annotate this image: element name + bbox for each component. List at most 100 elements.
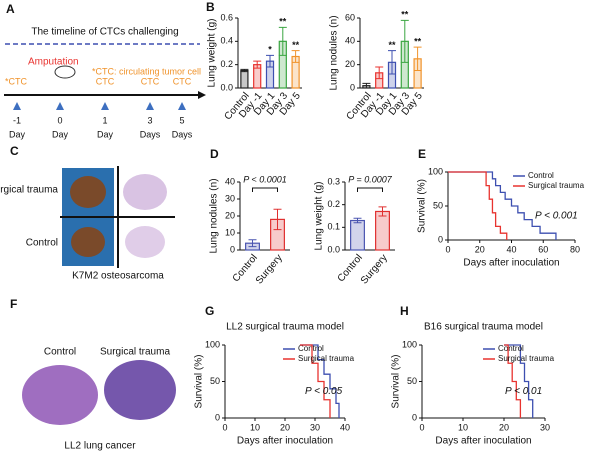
x-axis-label: Days after inoculation <box>435 436 531 447</box>
legend-label: Control <box>298 344 324 353</box>
y-tick-label: 50 <box>210 376 220 386</box>
y-axis-label: Lung weight (g) <box>314 182 325 251</box>
p-value: P < 0.001 <box>535 211 578 222</box>
y-tick-label: 0.2 <box>220 59 233 69</box>
y-axis-label: Lung nodules (n) <box>209 178 220 253</box>
day-marker <box>13 102 21 110</box>
day-marker <box>178 102 186 110</box>
y-tick-label: 30 <box>225 193 235 203</box>
y-tick-label: 0 <box>230 244 235 254</box>
day-unit: Day <box>9 129 26 139</box>
panel-letter: F <box>10 297 17 311</box>
caption: LL2 lung cancer <box>64 441 136 452</box>
p-value: P = 0.0007 <box>348 174 392 184</box>
y-axis-label: Survival (%) <box>417 179 428 233</box>
histology <box>125 226 165 258</box>
x-axis-label: Days after inoculation <box>237 436 333 447</box>
error-bar <box>253 60 262 69</box>
error-bar <box>273 208 282 231</box>
legend-label: Surgical trauma <box>298 354 355 363</box>
error-bar <box>240 68 249 73</box>
ctc-label: *CTC <box>5 76 27 86</box>
ctc-label: CTC <box>96 76 115 86</box>
ctc-label: CTC <box>173 76 192 86</box>
significance: ** <box>401 10 409 20</box>
panel-letter: A <box>6 2 15 16</box>
x-tick-label: Surgery <box>359 253 390 287</box>
bracket <box>252 187 278 192</box>
day-unit: Day <box>97 129 114 139</box>
mouse-icon <box>54 65 76 79</box>
x-tick-label: 10 <box>250 422 260 432</box>
p-value: P < 0.05 <box>305 386 343 397</box>
y-axis-label: Survival (%) <box>194 355 205 409</box>
error-bar <box>291 50 300 63</box>
y-tick-label: 50 <box>407 376 417 386</box>
y-tick-label: 20 <box>225 210 235 220</box>
y-tick-label: 100 <box>402 339 417 349</box>
histology <box>22 365 98 425</box>
day-marker <box>101 102 109 110</box>
y-tick-label: 0.4 <box>220 36 233 46</box>
day-marker <box>56 102 64 110</box>
day-number: 1 <box>102 115 107 125</box>
significance: ** <box>292 40 300 50</box>
col-label: Control <box>44 347 76 358</box>
x-tick-label: 20 <box>499 422 509 432</box>
survival-line <box>448 171 557 240</box>
y-tick-label: 10 <box>225 227 235 237</box>
x-tick-label: 60 <box>538 244 548 254</box>
col-label: Surgical trauma <box>100 347 170 358</box>
bracket <box>357 187 383 192</box>
error-bar <box>400 19 409 63</box>
y-tick-label: 100 <box>428 166 443 176</box>
x-tick-label: 0 <box>419 422 424 432</box>
survival-line <box>300 344 331 418</box>
survival-line <box>448 171 508 240</box>
x-tick-label: Surgery <box>254 253 285 287</box>
y-tick-label: 40 <box>225 176 235 186</box>
y-tick-label: 0.0 <box>327 244 340 254</box>
x-tick-label: 80 <box>570 244 580 254</box>
y-tick-label: 0.0 <box>220 82 233 92</box>
survival-line <box>504 344 522 418</box>
photo <box>71 227 105 257</box>
x-tick-label: 0 <box>445 244 450 254</box>
p-value: P < 0.01 <box>505 386 542 397</box>
legend-label: Control <box>498 344 524 353</box>
x-tick-label: 40 <box>506 244 516 254</box>
y-tick-label: 100 <box>205 339 220 349</box>
error-bar <box>266 54 274 68</box>
bar <box>240 69 249 89</box>
bar <box>350 219 365 251</box>
y-tick-label: 60 <box>345 12 355 22</box>
error-bar <box>248 239 257 248</box>
amputation-label: Amputation <box>28 57 79 68</box>
error-bar <box>378 206 387 217</box>
error-bar <box>413 46 422 71</box>
x-tick-label: 30 <box>540 422 550 432</box>
error-bar <box>388 50 396 75</box>
panel-letter: E <box>418 147 426 161</box>
y-tick-label: 50 <box>433 200 443 210</box>
histology <box>104 360 176 420</box>
x-tick-label: 10 <box>458 422 468 432</box>
x-tick-label: 20 <box>475 244 485 254</box>
histology <box>123 174 167 210</box>
y-tick-label: 0 <box>215 412 220 422</box>
survival-line <box>300 344 340 418</box>
photo <box>70 176 106 208</box>
x-tick-label: 30 <box>310 422 320 432</box>
day-unit: Days <box>140 129 161 139</box>
bar <box>375 210 390 251</box>
x-tick-label: 0 <box>222 422 227 432</box>
legend-label: Surgical trauma <box>498 354 555 363</box>
y-tick-label: 0.6 <box>220 12 233 22</box>
x-tick-label: 40 <box>340 422 350 432</box>
y-tick-label: 0 <box>350 82 355 92</box>
panel-letter: B <box>206 0 215 14</box>
day-number: 3 <box>147 115 152 125</box>
chart-title: LL2 surgical trauma model <box>226 322 344 333</box>
panel-letter: G <box>205 304 214 318</box>
